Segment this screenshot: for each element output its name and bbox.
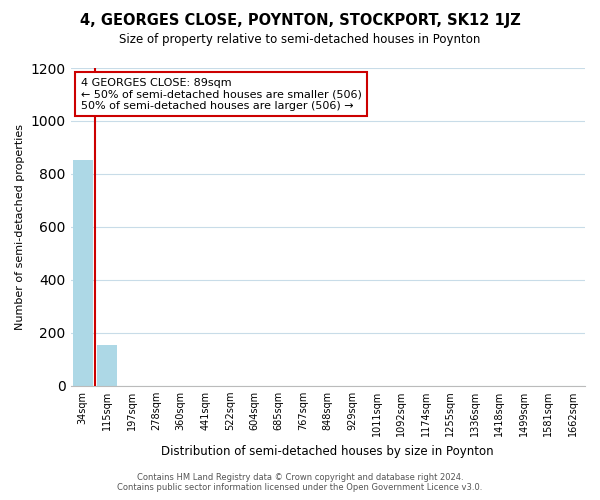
Text: Size of property relative to semi-detached houses in Poynton: Size of property relative to semi-detach…: [119, 32, 481, 46]
X-axis label: Distribution of semi-detached houses by size in Poynton: Distribution of semi-detached houses by …: [161, 444, 494, 458]
Text: Contains HM Land Registry data © Crown copyright and database right 2024.
Contai: Contains HM Land Registry data © Crown c…: [118, 473, 482, 492]
Bar: [97, 344, 117, 386]
Text: 4, GEORGES CLOSE, POYNTON, STOCKPORT, SK12 1JZ: 4, GEORGES CLOSE, POYNTON, STOCKPORT, SK…: [80, 12, 520, 28]
Text: 4 GEORGES CLOSE: 89sqm
← 50% of semi-detached houses are smaller (506)
50% of se: 4 GEORGES CLOSE: 89sqm ← 50% of semi-det…: [81, 78, 362, 110]
Y-axis label: Number of semi-detached properties: Number of semi-detached properties: [15, 124, 25, 330]
Bar: [73, 160, 92, 386]
